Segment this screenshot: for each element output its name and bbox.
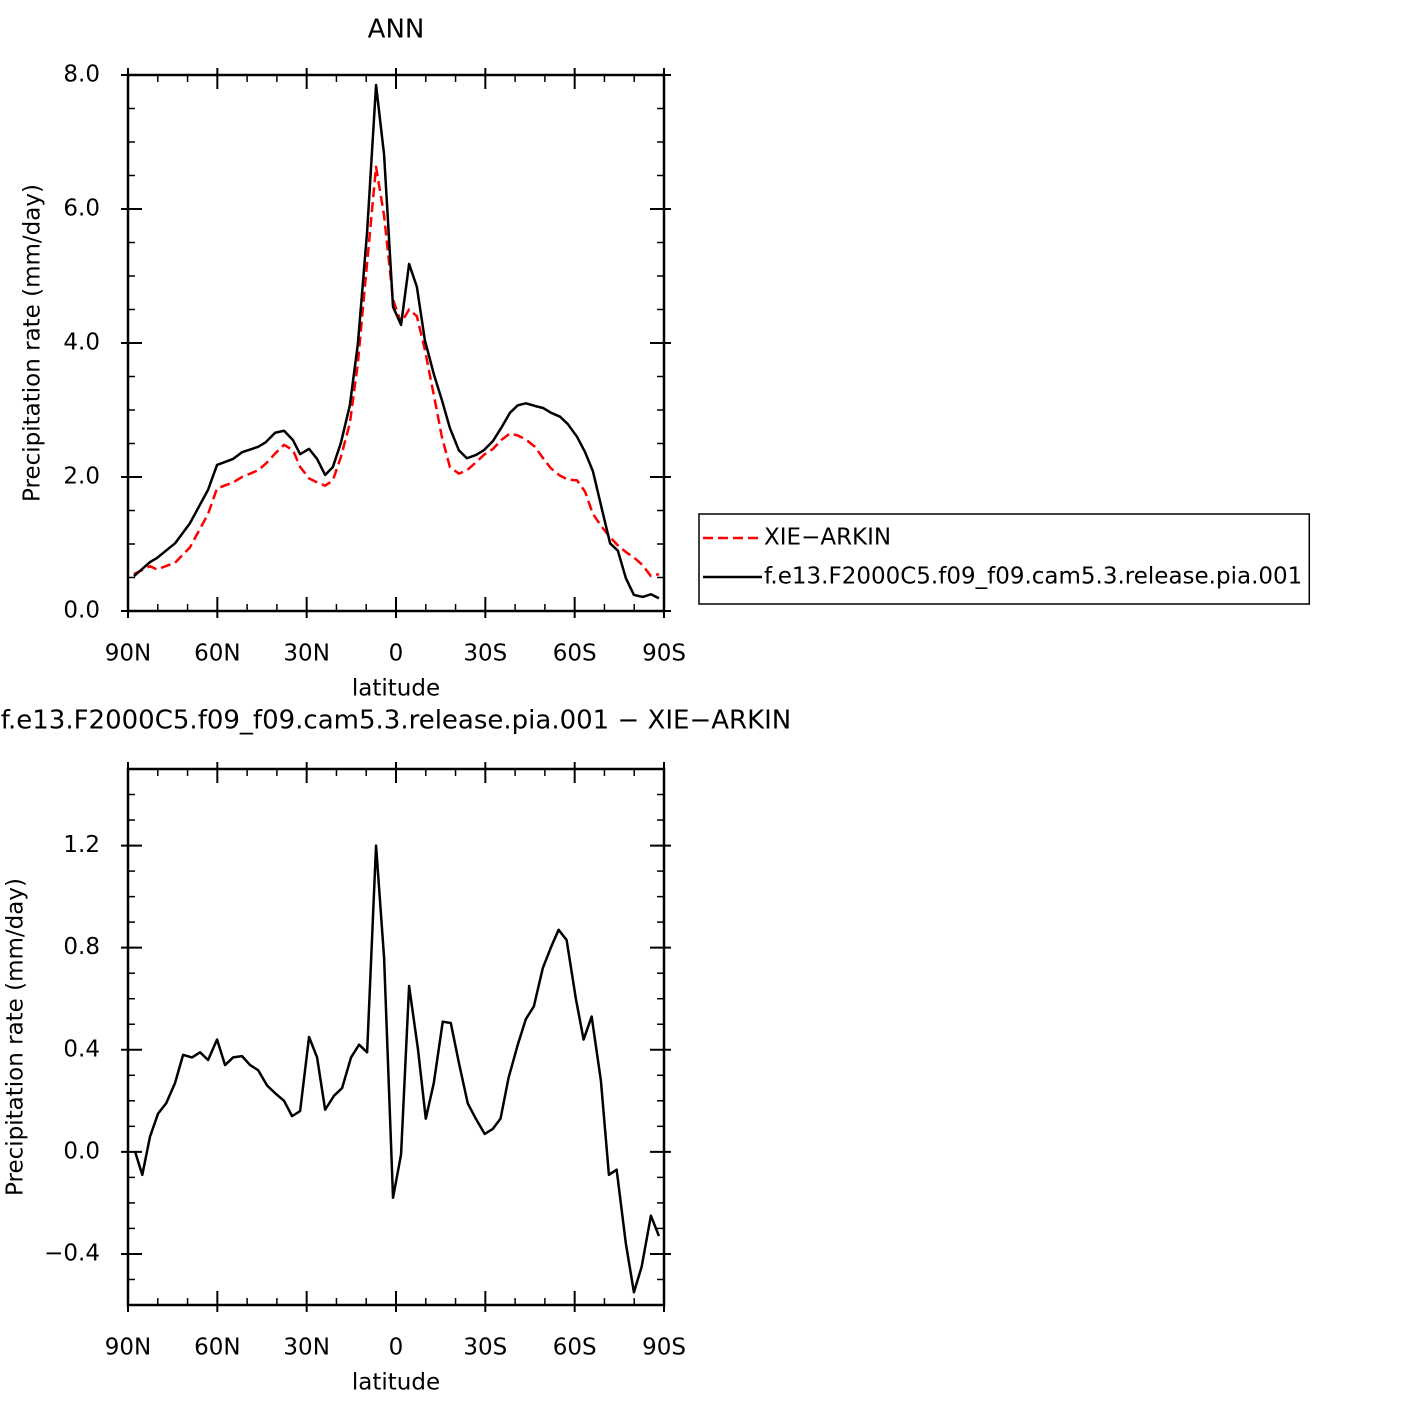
- y-tick-label: 1.2: [63, 832, 100, 858]
- x-tick-label: 60N: [194, 641, 240, 667]
- data-line: [133, 165, 660, 578]
- x-tick-label: 60N: [194, 1335, 240, 1361]
- x-tick-label: 90S: [642, 641, 686, 667]
- x-tick-label: 30S: [463, 641, 507, 667]
- plot-frame: [126, 73, 666, 613]
- x-axis-label: latitude: [352, 1370, 440, 1396]
- x-tick-label: 60S: [553, 641, 597, 667]
- x-tick-label: 60S: [553, 1335, 597, 1361]
- x-tick-label: 90N: [105, 1335, 151, 1361]
- y-axis-label: Precipitation rate (mm/day): [20, 184, 46, 502]
- x-axis-label: latitude: [352, 676, 440, 702]
- y-tick-label: 0.0: [63, 598, 100, 624]
- y-tick-label: 2.0: [63, 464, 100, 490]
- x-tick-label: 30N: [283, 1335, 329, 1361]
- x-tick-label: 0: [389, 641, 404, 667]
- x-tick-label: 90N: [105, 641, 151, 667]
- plot-frame: [126, 767, 666, 1307]
- chart-title: ANN: [368, 15, 425, 45]
- x-tick-label: 0: [389, 1335, 404, 1361]
- legend-label: f.e13.F2000C5.f09_f09.cam5.3.release.pia…: [764, 564, 1302, 590]
- data-line: [133, 83, 660, 600]
- x-tick-label: 30N: [283, 641, 329, 667]
- chart-title: f.e13.F2000C5.f09_f09.cam5.3.release.pia…: [1, 706, 792, 736]
- y-tick-label: 6.0: [63, 196, 100, 222]
- legend-box: [698, 513, 1311, 605]
- legend: XIE−ARKIN f.e13.F2000C5.f09_f09.cam5.3.re…: [698, 513, 1311, 605]
- legend-label: XIE−ARKIN: [764, 525, 891, 551]
- y-tick-label: 0.4: [63, 1036, 100, 1062]
- data-line: [133, 844, 661, 1294]
- y-tick-label: 8.0: [63, 62, 100, 88]
- y-tick-label: 4.0: [63, 330, 100, 356]
- y-tick-label: 0.8: [63, 934, 100, 960]
- x-tick-label: 30S: [463, 1335, 507, 1361]
- y-tick-label: 0.0: [63, 1138, 100, 1164]
- y-axis-label: Precipitation rate (mm/day): [3, 878, 29, 1196]
- y-tick-label: −0.4: [44, 1240, 100, 1266]
- x-tick-label: 90S: [642, 1335, 686, 1361]
